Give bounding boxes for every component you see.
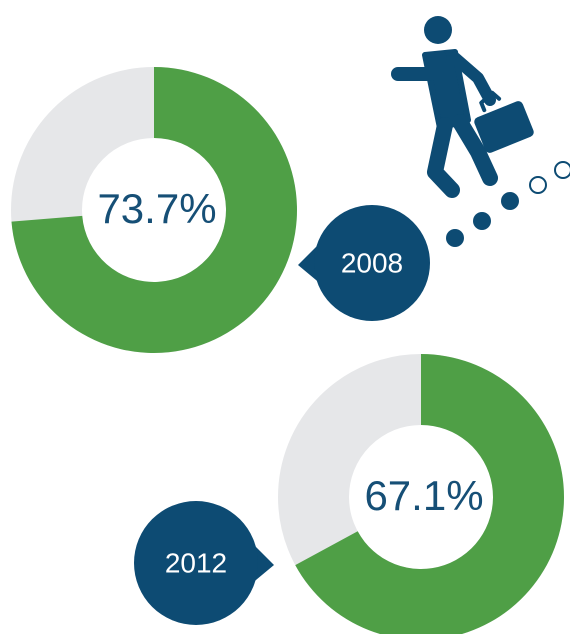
infographic: 73.7% 2008 67.1% 2012 <box>0 0 570 634</box>
trail-dots <box>446 162 570 247</box>
center-value-label: 73.7% <box>97 185 216 232</box>
page: 73.7%200867.1%2012 (() => { const data =… <box>0 0 570 634</box>
year-label: 2012 <box>165 547 227 578</box>
businessman-icon <box>398 16 535 190</box>
year-label: 2008 <box>341 247 403 278</box>
center-value-label: 67.1% <box>364 472 483 519</box>
